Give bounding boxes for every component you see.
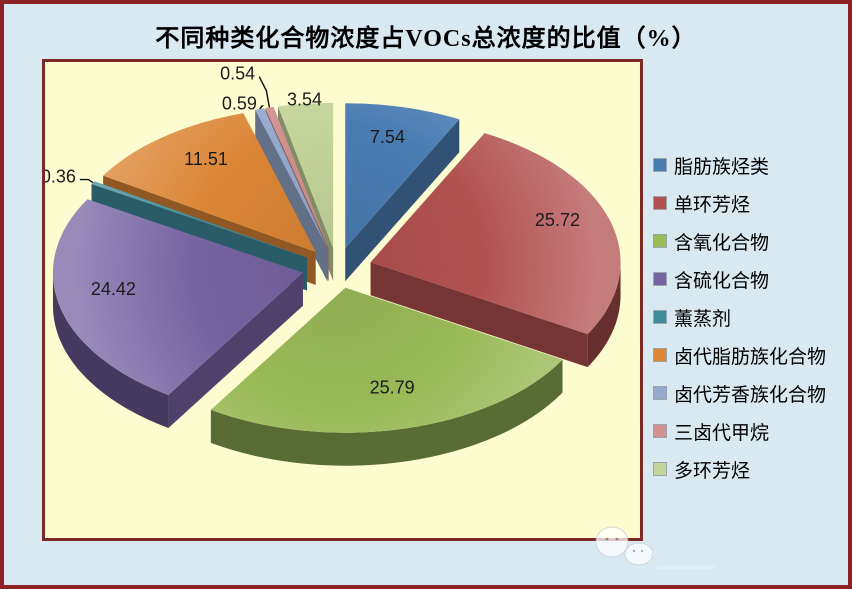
legend-label: 含硫化合物 (674, 270, 770, 292)
pie-slice-side (168, 272, 303, 428)
pie-value-label: 0.59 (222, 93, 257, 113)
label-leader-line (79, 178, 94, 184)
pie-slice-rim (210, 359, 563, 466)
pie-value-label: 0.36 (45, 167, 76, 187)
legend-label: 多环芳烃 (674, 460, 751, 482)
legend-item: 单环芳烃 (653, 184, 848, 222)
chart-title: 不同种类化合物浓度占VOCs总浓度的比值（%） (155, 26, 697, 52)
legend-label: 单环芳烃 (674, 194, 751, 216)
legend-swatch-icon (653, 386, 667, 400)
pie-slice-rim (52, 272, 169, 428)
legend-item: 多环芳烃 (653, 450, 848, 488)
legend-swatch-icon (653, 310, 667, 324)
legend-swatch-icon (653, 348, 667, 362)
pie-chart: 7.54 25.72 25.79 24.42 0.36 11.51 0.59 0.54 3.54 (45, 64, 621, 466)
legend-label: 三卤代甲烷 (674, 422, 770, 444)
pie-slice-side (255, 109, 328, 282)
pie-slice-side (345, 119, 460, 282)
legend-label: 脂肪族烃类 (674, 156, 770, 178)
legend-item: 含硫化合物 (653, 260, 848, 298)
legend-label: 含氧化合物 (674, 232, 770, 254)
pie-slice-rim (587, 262, 621, 368)
pie-slice-6 (255, 108, 328, 249)
pie-slice-7 (265, 106, 329, 249)
pie-slice-side (370, 262, 588, 368)
legend-item: 三卤代甲烷 (653, 412, 848, 450)
legend-item: 卤代脂肪族化合物 (653, 336, 848, 374)
pie-slice-2 (210, 287, 563, 433)
legend-item: 含氧化合物 (653, 222, 848, 260)
legend-swatch-icon (653, 196, 667, 210)
pie-slice-5 (103, 113, 316, 252)
pie-value-label: 24.42 (91, 279, 136, 299)
pie-slice-1 (370, 133, 621, 335)
chart-plot-area: 7.54 25.72 25.79 24.42 0.36 11.51 0.59 0.54 3.54 (42, 59, 643, 541)
pie-value-label: 3.54 (287, 89, 322, 109)
legend-label: 卤代芳香族化合物 (674, 384, 827, 406)
label-leader-line (258, 76, 271, 108)
legend-item: 卤代芳香族化合物 (653, 374, 848, 412)
pie-slice-3 (52, 199, 303, 395)
legend-swatch-icon (653, 424, 667, 438)
legend-swatch-icon (653, 272, 667, 286)
pie-value-label: 25.79 (370, 378, 415, 398)
legend-item: 脂肪族烃类 (653, 146, 848, 184)
legend-label: 薰蒸剂 (674, 308, 732, 330)
pie-value-label: 0.54 (220, 64, 255, 84)
legend-label: 卤代脂肪族化合物 (674, 346, 827, 368)
pie-slice-8 (277, 102, 334, 248)
legend-swatch-icon (653, 234, 667, 248)
pie-value-label: 25.72 (535, 210, 580, 230)
pie-value-label: 11.51 (184, 149, 228, 169)
legend: 脂肪族烃类单环芳烃含氧化合物含硫化合物薰蒸剂卤代脂肪族化合物 卤代芳香族化合物 三卤… (653, 146, 848, 488)
legend-item: 薰蒸剂 (653, 298, 848, 336)
label-leader-line (259, 105, 265, 110)
pie-slice-0 (345, 103, 460, 249)
pie-slice-4 (91, 181, 308, 258)
legend-swatch-icon (653, 158, 667, 172)
pie-value-label: 7.54 (370, 127, 405, 147)
legend-swatch-icon (653, 462, 667, 476)
